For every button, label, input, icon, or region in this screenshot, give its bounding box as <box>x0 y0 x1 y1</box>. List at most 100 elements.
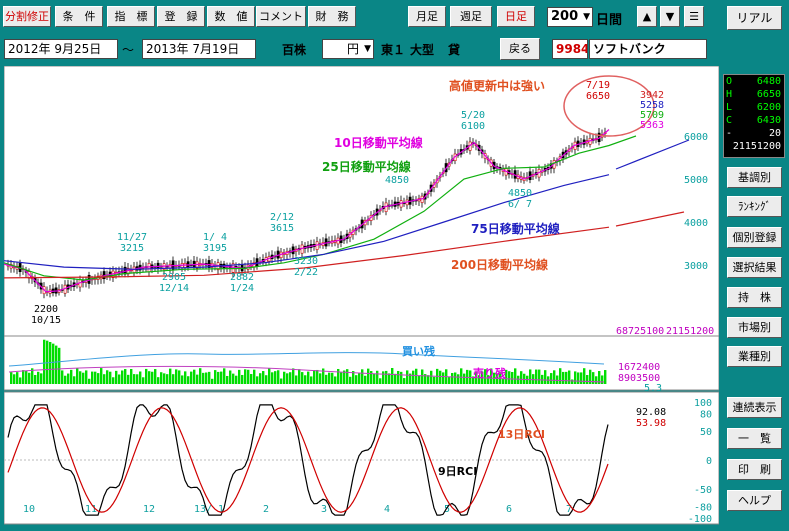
volume-bar <box>454 372 457 384</box>
indicator-button[interactable]: 指 標 <box>107 6 155 27</box>
sidebar-trend-button[interactable]: 基調別 <box>727 167 782 188</box>
volume-bar <box>379 378 382 384</box>
sidebar-holdings-button[interactable]: 持 株 <box>727 287 782 308</box>
stock-chart: 6000 5000 4000 3000 10 11 12 13/ 1 2 3 4 5 6 7 220010/… <box>4 66 719 525</box>
monthly-button[interactable]: 月足 <box>408 6 446 27</box>
volume-bar <box>43 339 46 384</box>
lending-label: 貸 <box>448 43 461 57</box>
sidebar-ranking-button[interactable]: ﾗﾝｷﾝｸﾞ <box>727 196 782 217</box>
days-count-select[interactable]: 200 ▼ <box>547 7 593 27</box>
sidebar-continuous-display-button[interactable]: 連続表示 <box>727 397 782 418</box>
volume-bar <box>535 369 538 384</box>
ohlc-value: 6200 <box>756 102 781 113</box>
volume-bar <box>298 369 301 384</box>
volume-bar <box>343 370 346 384</box>
price-annotation-sub: 3215 <box>120 243 144 254</box>
rci-tick-label: -50 <box>694 485 712 496</box>
volume-bar <box>178 370 181 384</box>
sidebar-by-market-button[interactable]: 市場別 <box>727 317 782 338</box>
volume-bar <box>187 376 190 384</box>
sell-balance-label: 売り残 <box>473 366 506 380</box>
price-annotation: 4850 <box>385 175 409 186</box>
volume-bar <box>133 374 136 384</box>
volume-bar <box>67 373 70 384</box>
volume-bar <box>13 374 16 384</box>
volume-bar <box>205 372 208 384</box>
volume-bar <box>409 373 412 384</box>
sidebar-help-button[interactable]: ヘルプ <box>727 490 782 511</box>
weekly-button[interactable]: 週足 <box>450 6 492 27</box>
down-button[interactable]: ▼ <box>660 6 680 27</box>
volume-bar <box>376 370 379 384</box>
volume-bar <box>28 372 31 384</box>
x-tick-label: 3 <box>321 504 327 515</box>
price-annotation: 2/12 <box>270 212 294 223</box>
date-from-field[interactable]: 2012年 9月25日 <box>4 39 118 59</box>
sell-balance-line <box>8 365 605 383</box>
volume-bar <box>484 369 487 384</box>
volume-bar <box>238 369 241 384</box>
volume-bar <box>355 375 358 384</box>
volume-bar <box>334 376 337 384</box>
volume-bar <box>130 368 133 384</box>
ma10-label: 10日移動平均線 <box>334 135 423 150</box>
volume-bar <box>457 374 460 384</box>
volume-bar <box>217 371 220 384</box>
realtime-button[interactable]: リアル <box>727 6 782 30</box>
volume-bar <box>313 370 316 384</box>
volume-bar <box>145 368 148 384</box>
volume-bar <box>142 377 145 384</box>
financial-button[interactable]: 財 務 <box>308 6 356 27</box>
sidebar-individual-register-button[interactable]: 個別登録 <box>727 227 782 248</box>
up-button[interactable]: ▲ <box>637 6 657 27</box>
currency-select[interactable]: 円 ▼ <box>322 39 374 59</box>
dropdown-arrow-icon: ▼ <box>364 44 371 54</box>
volume-bar <box>172 374 175 384</box>
volume-bar <box>52 343 55 384</box>
ohlc-row: - 20 <box>724 127 784 140</box>
volume-bar <box>568 370 571 384</box>
ohlc-value: 21151200 <box>732 141 781 152</box>
volume-bar <box>82 372 85 384</box>
ohlc-panel: O 6480 H 6650 L 6200 C 6430 - 20 21151200 <box>723 74 785 158</box>
volume-bar <box>136 374 139 384</box>
sidebar-list-button[interactable]: 一 覧 <box>727 428 782 449</box>
price-annotation: 4850 <box>508 188 532 199</box>
rci-tick-label: 0 <box>706 456 712 467</box>
highlight-circle <box>563 75 655 137</box>
values-button[interactable]: 数 値 <box>207 6 255 27</box>
volume-bar <box>325 374 328 384</box>
volume-bar <box>571 379 574 384</box>
dropdown-arrow-icon: ▼ <box>583 12 590 22</box>
back-button[interactable]: 戻る <box>500 38 540 60</box>
comment-button[interactable]: コメント <box>256 6 306 27</box>
volume-bar <box>448 377 451 384</box>
date-to-field[interactable]: 2013年 7月19日 <box>142 39 256 59</box>
volume-bar <box>574 371 577 384</box>
ratio-value: 5.3 <box>644 383 662 394</box>
stock-name-field[interactable]: ソフトバンク <box>589 39 707 59</box>
sidebar-by-industry-button[interactable]: 業種別 <box>727 346 782 367</box>
volume-bar <box>271 372 274 384</box>
stock-code-field[interactable]: 9984 <box>552 39 588 59</box>
sidebar-selection-results-button[interactable]: 選択結果 <box>727 257 782 278</box>
register-button[interactable]: 登 録 <box>157 6 205 27</box>
price-panel <box>4 66 719 337</box>
sidebar-print-button[interactable]: 印 刷 <box>727 459 782 480</box>
volume-bar <box>307 371 310 384</box>
condition-button[interactable]: 条 件 <box>55 6 103 27</box>
volume-bar <box>388 373 391 384</box>
rci9-label: 9日RCI <box>438 465 477 478</box>
size-label: 大型 <box>410 43 435 57</box>
price-annotation-sub: 12/14 <box>159 283 189 294</box>
ma75-label: 75日移動平均線 <box>471 221 560 236</box>
ma-line-2 <box>4 174 610 270</box>
volume-bar <box>19 377 22 384</box>
menu-button[interactable]: ☰ <box>684 6 704 27</box>
volume-bar <box>229 370 232 384</box>
ohlc-row: O 6480 <box>724 75 784 88</box>
split-adjust-button[interactable]: 分割修正 <box>3 6 51 27</box>
ohlc-row: 21151200 <box>724 140 784 153</box>
volume-bar <box>541 374 544 384</box>
daily-button[interactable]: 日足 <box>497 6 535 27</box>
